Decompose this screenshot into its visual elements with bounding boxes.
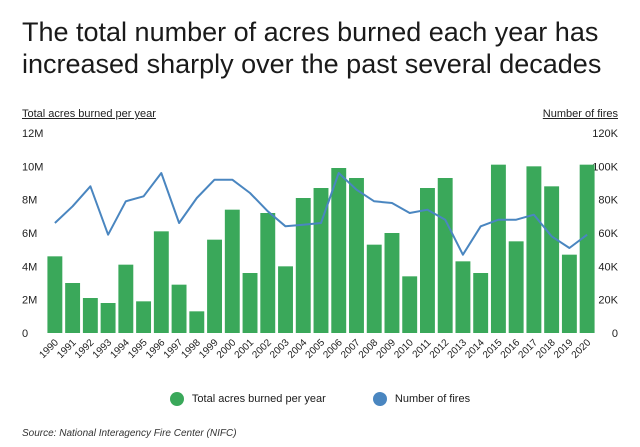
right-tick-label: 40K xyxy=(598,261,618,273)
legend-item-acres: Total acres burned per year xyxy=(169,392,326,406)
right-tick-label: 100K xyxy=(592,161,618,173)
left-tick-label: 4M xyxy=(22,261,37,273)
right-tick-label: 120K xyxy=(592,128,618,140)
x-tick-label: 1992 xyxy=(73,337,97,361)
bar-2014 xyxy=(473,273,489,333)
x-tick-label: 2000 xyxy=(215,337,239,361)
x-tick-label: 2013 xyxy=(446,337,470,361)
x-tick-label: 2006 xyxy=(321,337,345,361)
bar-1996 xyxy=(153,231,169,333)
left-axis-label: Total acres burned per year xyxy=(22,108,156,120)
bar-2008 xyxy=(366,244,382,333)
x-tick-label: 2004 xyxy=(286,337,310,361)
source-note: Source: National Interagency Fire Center… xyxy=(22,428,237,439)
bar-2007 xyxy=(349,178,364,333)
x-tick-label: 2020 xyxy=(570,337,594,361)
bar-1994 xyxy=(118,264,134,333)
bar-1997 xyxy=(171,284,187,333)
left-tick-label: 12M xyxy=(22,128,43,140)
legend-swatch-fires xyxy=(372,392,387,406)
legend-label-acres: Total acres burned per year xyxy=(191,393,326,405)
x-tick-label: 2005 xyxy=(304,337,328,361)
x-tick-label: 2008 xyxy=(357,337,381,361)
legend-item-fires: Number of fires xyxy=(372,392,471,406)
x-tick-label: 2019 xyxy=(552,337,576,361)
x-tick-label: 2015 xyxy=(481,337,505,361)
bar-1992 xyxy=(82,298,98,333)
x-tick-label: 2012 xyxy=(428,337,452,361)
left-tick-label: 10M xyxy=(22,161,43,173)
x-tick-label: 1996 xyxy=(144,337,168,361)
right-tick-label: 80K xyxy=(598,195,618,207)
bar-2015 xyxy=(490,164,506,333)
bar-2017 xyxy=(526,166,542,333)
legend-label-fires: Number of fires xyxy=(394,393,471,405)
bar-2011 xyxy=(420,188,435,333)
x-tick-label: 2010 xyxy=(392,337,416,361)
legend: Total acres burned per year Number of fi… xyxy=(0,392,640,409)
bar-2001 xyxy=(242,273,258,333)
fires-line xyxy=(54,172,588,256)
bar-2010 xyxy=(402,276,418,333)
right-axis-label: Number of fires xyxy=(542,108,618,120)
x-tick-label: 1997 xyxy=(162,337,186,361)
bar-2006 xyxy=(331,168,347,333)
x-tick-label: 1998 xyxy=(179,337,203,361)
bar-2003 xyxy=(278,266,293,333)
bar-1993 xyxy=(100,303,116,333)
x-tick-label: 1990 xyxy=(37,337,61,361)
right-tick-label: 60K xyxy=(598,228,618,240)
x-tick-label: 2001 xyxy=(233,337,257,361)
x-tick-label: 1994 xyxy=(108,337,132,361)
bar-2016 xyxy=(508,241,524,333)
bar-2019 xyxy=(561,254,577,333)
bar-2009 xyxy=(384,233,400,333)
left-tick-label: 6M xyxy=(22,228,37,240)
left-tick-label: 2M xyxy=(22,295,37,307)
x-tick-label: 1995 xyxy=(126,337,150,361)
x-tick-label: 2018 xyxy=(534,337,558,361)
bar-1995 xyxy=(136,301,152,333)
bar-2013 xyxy=(455,261,471,333)
bar-2002 xyxy=(260,213,276,333)
bar-2020 xyxy=(579,164,595,333)
x-tick-label: 1993 xyxy=(91,337,115,361)
bar-2012 xyxy=(437,178,453,333)
legend-swatch-acres xyxy=(169,392,184,406)
x-tick-label: 1991 xyxy=(55,337,79,361)
x-tick-label: 2017 xyxy=(517,337,541,361)
right-tick-label: 0 xyxy=(612,328,618,340)
bar-1999 xyxy=(207,239,222,333)
left-tick-label: 0 xyxy=(22,328,28,340)
bar-2018 xyxy=(544,186,560,333)
bar-1990 xyxy=(47,256,63,333)
bar-2004 xyxy=(295,198,311,333)
combo-chart: 0 2M 4M 6M 8M 10M 12M 0 20K 40K 60K 80K 100K 120K 1990… xyxy=(22,128,619,361)
x-tick-label: 2002 xyxy=(250,337,274,361)
x-tick-label: 2009 xyxy=(375,337,399,361)
bar-1998 xyxy=(189,311,205,333)
x-tick-label: 1999 xyxy=(197,337,221,361)
x-tick-label: 2016 xyxy=(499,337,523,361)
x-tick-label: 2003 xyxy=(268,337,292,361)
bar-2000 xyxy=(224,209,240,333)
x-tick-label: 2014 xyxy=(463,337,487,361)
x-tick-label: 2007 xyxy=(339,337,363,361)
left-tick-label: 8M xyxy=(22,195,37,207)
right-tick-label: 20K xyxy=(598,295,618,307)
chart-title: The total number of acres burned each ye… xyxy=(22,17,602,79)
bar-1991 xyxy=(65,283,81,333)
